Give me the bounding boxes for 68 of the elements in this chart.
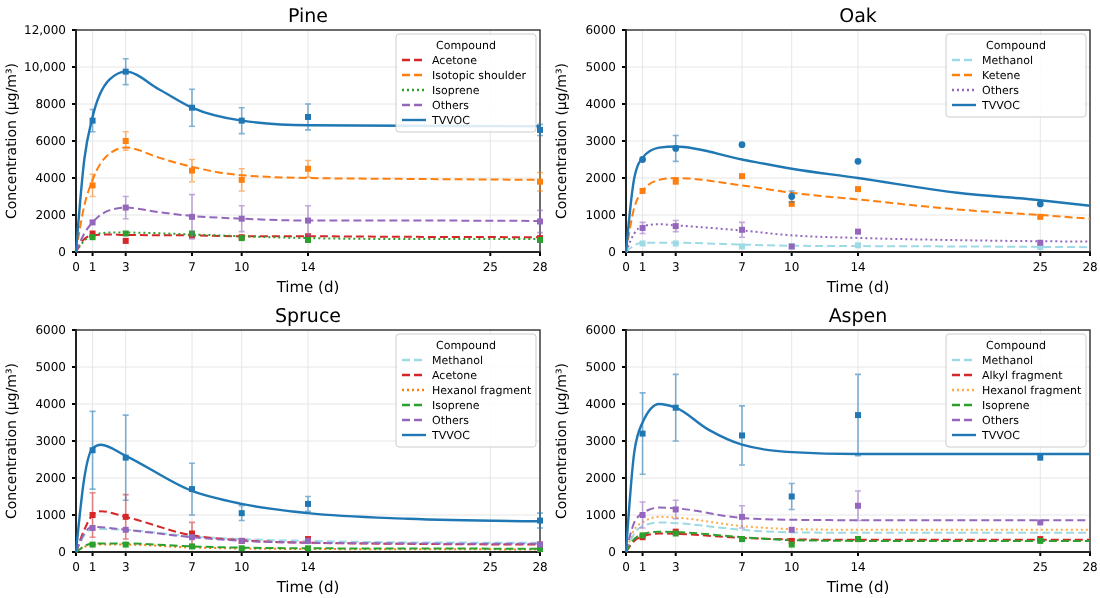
point [639,430,646,437]
point [672,506,679,513]
point [855,186,861,193]
point [739,243,745,250]
point [1037,454,1044,461]
point [89,117,96,124]
point [788,200,795,207]
point [1037,519,1044,526]
point [855,502,861,509]
point [189,486,195,493]
point [537,517,543,524]
point [855,242,861,249]
point [739,226,745,233]
point [738,141,746,149]
point [89,524,96,531]
point [89,447,96,454]
point [189,167,195,174]
point [854,157,862,165]
point [238,215,245,222]
point [305,165,311,172]
point [739,513,745,520]
point [305,545,311,552]
point [122,68,129,75]
point [238,176,245,183]
point [537,178,543,185]
chart-title: Aspen [828,306,888,328]
point [1036,200,1044,208]
point [672,240,679,247]
point [89,219,96,226]
point [238,510,245,517]
point [122,513,129,520]
point [788,493,795,500]
point [122,526,129,533]
point [122,204,129,211]
point [305,500,311,507]
point [305,217,311,224]
point [189,104,195,111]
chart-title: Oak [839,6,878,28]
point [122,454,129,461]
point [122,230,129,237]
point [639,512,646,518]
point [122,237,129,244]
chart-title: Spruce [274,306,342,328]
point [189,213,195,220]
point [238,117,245,124]
point [855,228,861,235]
point [305,113,311,120]
point [855,412,861,419]
point [122,541,129,548]
point [89,541,96,548]
point [189,543,195,550]
point [1037,213,1044,220]
point [672,404,679,411]
point [788,526,795,533]
point [89,182,96,189]
point [238,545,245,552]
point [1037,239,1044,246]
chart-title: Pine [287,6,329,28]
point [672,178,679,185]
point [639,240,646,247]
point [89,512,96,518]
point [537,218,543,225]
point [639,156,646,163]
point [122,138,129,144]
point [639,187,646,194]
point [739,432,745,439]
point [672,145,680,152]
point [739,173,745,180]
